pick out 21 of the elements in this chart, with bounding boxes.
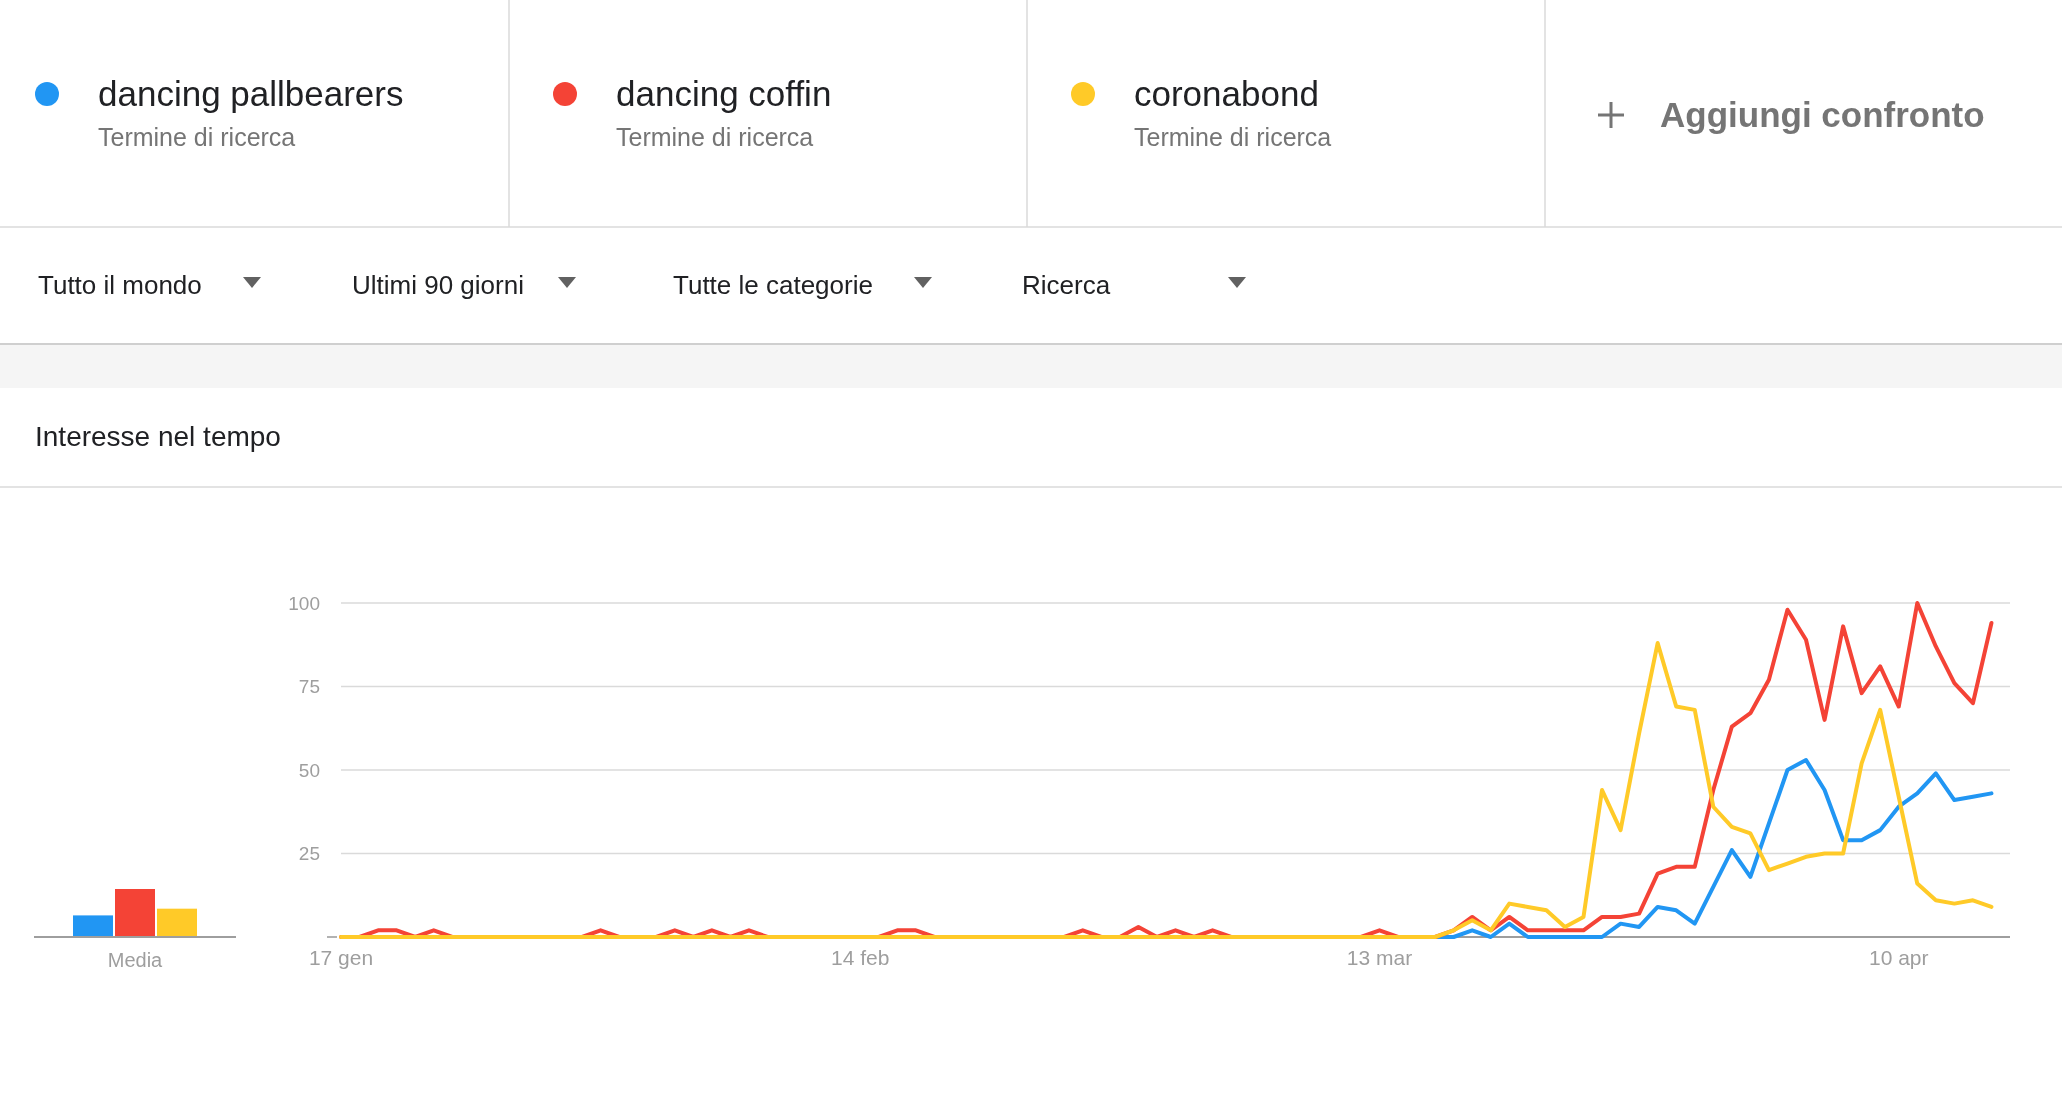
y-tick-label: 25: [298, 843, 320, 865]
text: Aggiungi confronto: [1660, 95, 1985, 134]
chart-title: Interesse nel tempo: [35, 421, 281, 452]
x-tick-label: Media: [107, 949, 164, 971]
text: Ricerca: [1022, 270, 1111, 300]
x-tick-label: 17 gen: [308, 946, 374, 969]
text: Termine di ricerca: [1134, 123, 1332, 151]
legend-label: dancing pallbearers: [98, 74, 404, 113]
x-tick-label: 10 apr: [1868, 946, 1929, 969]
text: Ultimi 90 giorni: [352, 270, 524, 300]
x-tick-label: 14 feb: [831, 946, 890, 969]
text: Tutte le categorie: [673, 270, 873, 300]
y-tick-label: 100: [288, 592, 320, 614]
y-tick-label: 75: [298, 676, 320, 698]
legend-label: dancing coffin: [616, 74, 832, 113]
text: Termine di ricerca: [616, 123, 814, 151]
text: Tutto il mondo: [38, 270, 202, 300]
legend-label: coronabond: [1134, 74, 1319, 113]
y-tick-label: 50: [298, 759, 320, 781]
text: Termine di ricerca: [98, 123, 296, 151]
x-tick-label: 13 mar: [1346, 946, 1413, 969]
